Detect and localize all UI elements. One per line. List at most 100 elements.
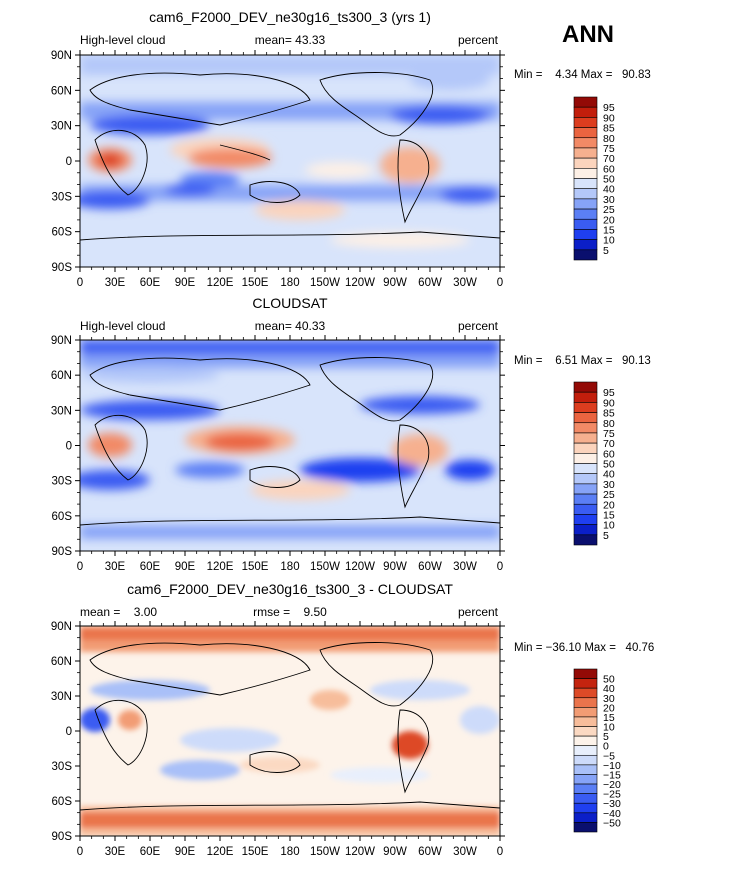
minmax-label: Min = −36.10 Max = 40.76 — [514, 642, 654, 654]
colorbar-label: 95 — [603, 387, 615, 399]
y-tick-label: 90N — [51, 335, 72, 347]
colorbar-label: 5 — [603, 245, 609, 257]
colorbar-label: 25 — [603, 204, 615, 216]
x-tick-label: 0 — [497, 561, 503, 573]
colorbar-label: 80 — [603, 133, 615, 145]
colorbar-swatch — [573, 229, 598, 240]
y-tick-label: 90N — [51, 50, 72, 62]
panel-title: CLOUDSAT — [252, 295, 328, 311]
y-axis: 90N 60N 30N 0 30S 60S 90S — [51, 621, 505, 843]
panel-model: cam6_F2000_DEV_ne30g16_ts300_3 (yrs 1) H… — [51, 9, 651, 289]
colorbar-label: −20 — [603, 779, 621, 791]
minmax-label: Min = 6.51 Max = 90.13 — [514, 355, 651, 367]
colorbar-swatch — [573, 754, 598, 766]
heatmap-field — [80, 340, 500, 551]
panel-units-label: percent — [458, 33, 499, 47]
colorbar-label: 20 — [603, 499, 615, 511]
colorbar-swatch — [573, 707, 598, 718]
colorbar-label: 50 — [603, 674, 615, 686]
colorbar-swatch — [573, 463, 598, 474]
panel-observation: CLOUDSAT High-level cloud mean= 40.33 pe… — [51, 295, 651, 573]
x-tick-label: 150W — [310, 561, 340, 573]
panel-title: cam6_F2000_DEV_ne30g16_ts300_3 - CLOUDSA… — [127, 581, 453, 597]
colorbar-swatch — [573, 168, 598, 179]
coastline — [80, 642, 500, 811]
colorbar-label: 50 — [603, 174, 615, 186]
x-tick-label: 180 — [280, 277, 299, 289]
x-tick-label: 120W — [345, 277, 375, 289]
colorbar-swatch — [573, 483, 598, 495]
y-tick-label: 60N — [51, 656, 72, 668]
x-tick-label: 150W — [310, 846, 340, 858]
colorbar-label: 15 — [603, 224, 615, 236]
colorbar-label: 60 — [603, 163, 615, 175]
x-tick-label: 60W — [418, 561, 442, 573]
colorbar-swatch — [573, 783, 598, 794]
panel-variable-label: High-level cloud — [80, 33, 165, 47]
colorbar-swatch — [573, 208, 598, 220]
x-tick-label: 120W — [345, 561, 375, 573]
colorbar-swatch — [573, 687, 598, 699]
x-tick-label: 90E — [175, 561, 196, 573]
colorbar-label: 70 — [603, 153, 615, 165]
y-tick-label: 60N — [51, 370, 72, 382]
panel-mean-label: mean = 3.00 — [80, 605, 157, 619]
colorbar-label: 60 — [603, 448, 615, 460]
colorbar-swatch — [573, 473, 598, 485]
x-tick-label: 150E — [242, 561, 269, 573]
x-tick-label: 60W — [418, 846, 442, 858]
colorbar-swatch — [573, 503, 598, 515]
x-tick-label: 0 — [497, 846, 503, 858]
x-tick-label: 120E — [207, 277, 234, 289]
x-tick-label: 30W — [453, 277, 477, 289]
colorbar-swatch — [573, 96, 598, 108]
colorbar-swatch — [573, 822, 598, 833]
x-tick-label: 150E — [242, 277, 269, 289]
x-tick-label: 120E — [207, 846, 234, 858]
colorbar-swatch — [573, 524, 598, 536]
colorbar-label: 10 — [603, 722, 615, 734]
colorbar-label: 75 — [603, 143, 615, 155]
colorbar-label: 20 — [603, 702, 615, 714]
heatmap-field — [80, 626, 500, 836]
colorbar-label: −10 — [603, 760, 621, 772]
y-tick-label: 90S — [52, 831, 73, 843]
colorbar-label: −5 — [603, 750, 615, 762]
panel-difference: cam6_F2000_DEV_ne30g16_ts300_3 - CLOUDSA… — [51, 581, 654, 858]
x-tick-label: 30W — [453, 561, 477, 573]
colorbar-swatch — [573, 381, 598, 393]
y-tick-label: 30N — [51, 405, 72, 417]
colorbar-swatch — [573, 735, 598, 747]
x-tick-label: 120W — [345, 846, 375, 858]
coastline — [80, 72, 500, 241]
heatmap-field — [80, 55, 500, 267]
colorbar-swatch — [573, 745, 598, 756]
x-tick-label: 0 — [77, 846, 83, 858]
x-tick-label: 0 — [497, 277, 503, 289]
colorbar-swatch — [573, 802, 598, 814]
colorbar-swatch — [573, 218, 598, 230]
x-tick-label: 0 — [77, 561, 83, 573]
y-tick-label: 0 — [66, 726, 72, 738]
colorbar-swatch — [573, 249, 598, 261]
x-tick-label: 90E — [175, 277, 196, 289]
colorbar-swatch — [573, 514, 598, 525]
colorbar-swatch — [573, 764, 598, 775]
y-tick-label: 0 — [66, 156, 72, 168]
colorbar-label: 50 — [603, 459, 615, 471]
colorbar-swatch — [573, 453, 598, 464]
colorbar-label: 90 — [603, 112, 615, 124]
colorbar-label: −25 — [603, 789, 621, 801]
y-axis: 90N 60N 30N 0 30S 60S 90S — [51, 50, 505, 274]
colorbar-swatch — [573, 697, 598, 708]
y-tick-label: 30N — [51, 121, 72, 133]
colorbar-swatch — [573, 106, 598, 118]
x-tick-label: 60E — [140, 561, 161, 573]
colorbar-label: 30 — [603, 479, 615, 491]
x-tick-label: 60W — [418, 277, 442, 289]
colorbar-swatch — [573, 678, 598, 689]
x-tick-label: 180 — [280, 846, 299, 858]
colorbar-label: 85 — [603, 123, 615, 135]
colorbar-label: −15 — [603, 769, 621, 781]
colorbar-label: 0 — [603, 741, 609, 753]
